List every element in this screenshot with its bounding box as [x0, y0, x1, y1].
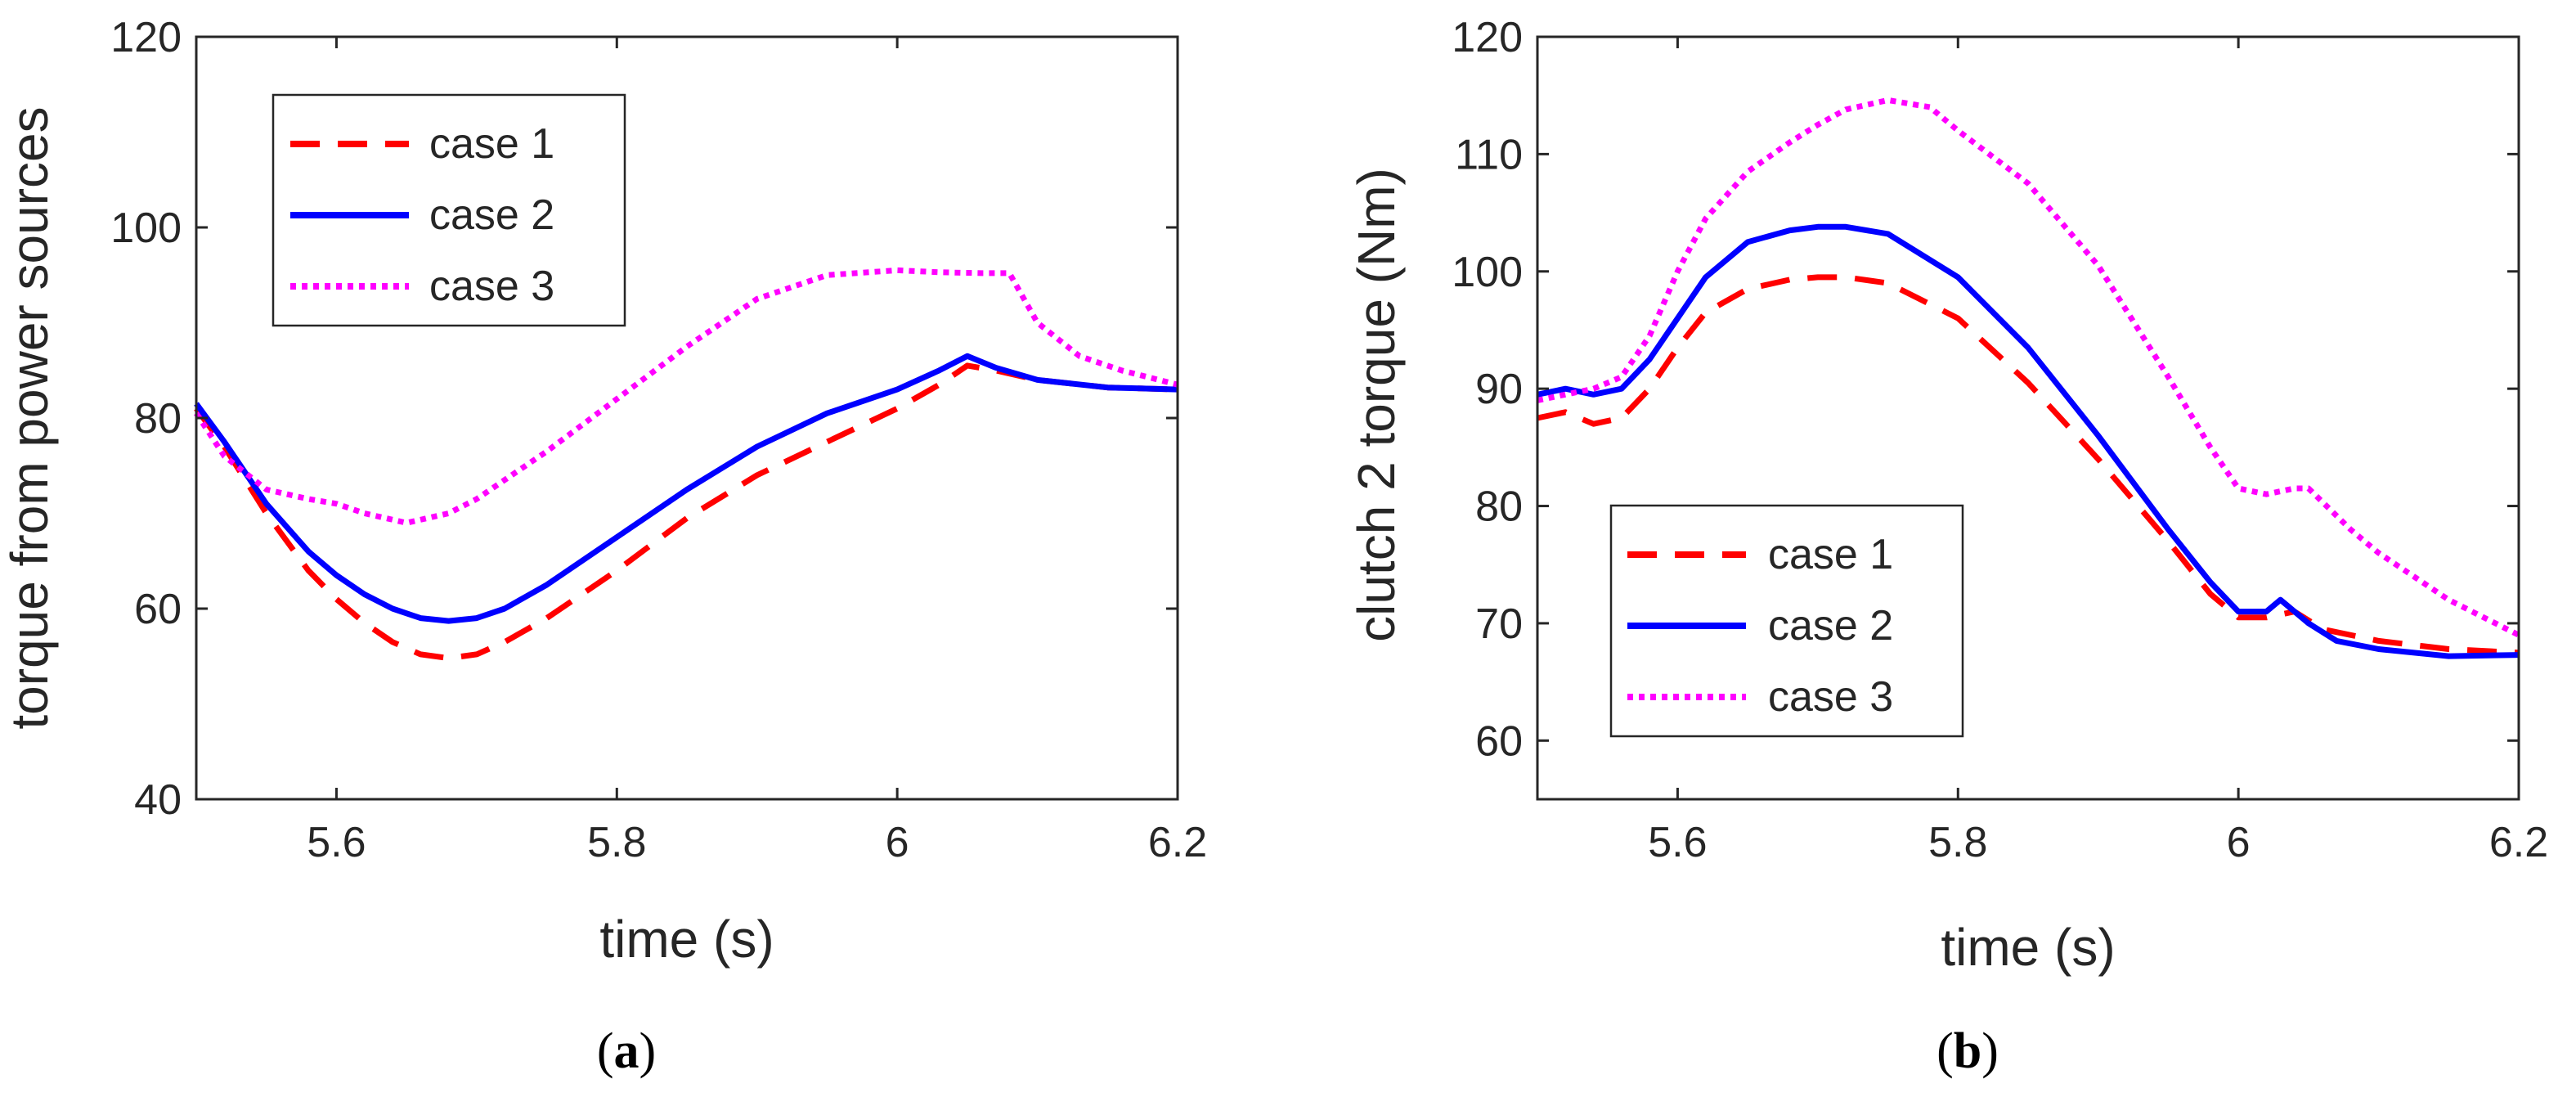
series-line-case-2: [1537, 223, 2520, 659]
legend-label-case-3: case 3: [429, 263, 554, 310]
y-tick-label: 80: [134, 395, 182, 443]
legend-label-case-2: case 2: [429, 191, 554, 239]
series-group: [1537, 97, 2520, 659]
legend-label-case-1: case 1: [1768, 531, 1893, 578]
y-ticks: 60 70 80 90 100 110 120: [1452, 14, 2519, 765]
x-axis-label: time (s): [599, 910, 774, 969]
x-tick-label: 6: [2227, 819, 2251, 866]
x-tick-label: 5.8: [1928, 819, 1987, 866]
x-tick-label: 5.6: [307, 819, 366, 866]
legend-box: [1609, 504, 1964, 738]
legend-label-case-2: case 2: [1768, 602, 1893, 650]
x-tick-label: 6.2: [2489, 819, 2548, 866]
x-tick-label: 6.2: [1148, 819, 1207, 866]
y-axis-label: clutch 2 torque (Nm): [1347, 168, 1406, 642]
y-tick-label: 40: [134, 776, 182, 824]
y-tick-label: 60: [134, 586, 182, 633]
panel-a: 40 60 80 100 120 5.6 5.8 6 6.2 case 1 case 2 ca…: [0, 14, 1207, 1079]
y-ticks: 40 60 80 100 120: [110, 14, 1178, 824]
panel-label: (a): [597, 1023, 656, 1079]
series-line-case-1: [194, 362, 1178, 662]
series-line-case-3: [194, 267, 1178, 526]
series-line-case-2: [194, 353, 1178, 624]
x-tick-label: 5.8: [587, 819, 646, 866]
x-axis-label: time (s): [1941, 918, 2115, 977]
y-tick-label: 120: [110, 14, 182, 61]
y-tick-label: 100: [110, 205, 182, 252]
y-tick-label: 60: [1475, 717, 1523, 765]
x-ticks: 5.6 5.8 6 6.2: [307, 37, 1207, 866]
y-tick-label: 100: [1452, 249, 1523, 296]
series-line-case-3: [1537, 97, 2520, 638]
series-group: [194, 267, 1178, 662]
y-tick-label: 120: [1452, 14, 1523, 61]
y-tick-label: 90: [1475, 366, 1523, 413]
legend-label-case-1: case 1: [429, 120, 554, 168]
x-tick-label: 6: [886, 819, 909, 866]
y-tick-label: 70: [1475, 600, 1523, 648]
legend: case 1 case 2 case 3: [272, 93, 626, 327]
x-ticks: 5.6 5.8 6 6.2: [1648, 37, 2548, 866]
y-tick-label: 80: [1475, 483, 1523, 531]
y-tick-label: 110: [1455, 131, 1523, 178]
legend-box: [272, 93, 626, 327]
y-axis-label: torque from power sources: [0, 106, 59, 729]
plot-frame: [1536, 35, 2520, 801]
panel-label: (b): [1936, 1023, 1999, 1079]
panel-b: 60 70 80 90 100 110 120 5.6 5.8 6 6.2 case 1 case…: [1347, 14, 2548, 1079]
legend: case 1 case 2 case 3: [1609, 504, 1964, 738]
legend-label-case-3: case 3: [1768, 673, 1893, 721]
x-tick-label: 5.6: [1648, 819, 1707, 866]
